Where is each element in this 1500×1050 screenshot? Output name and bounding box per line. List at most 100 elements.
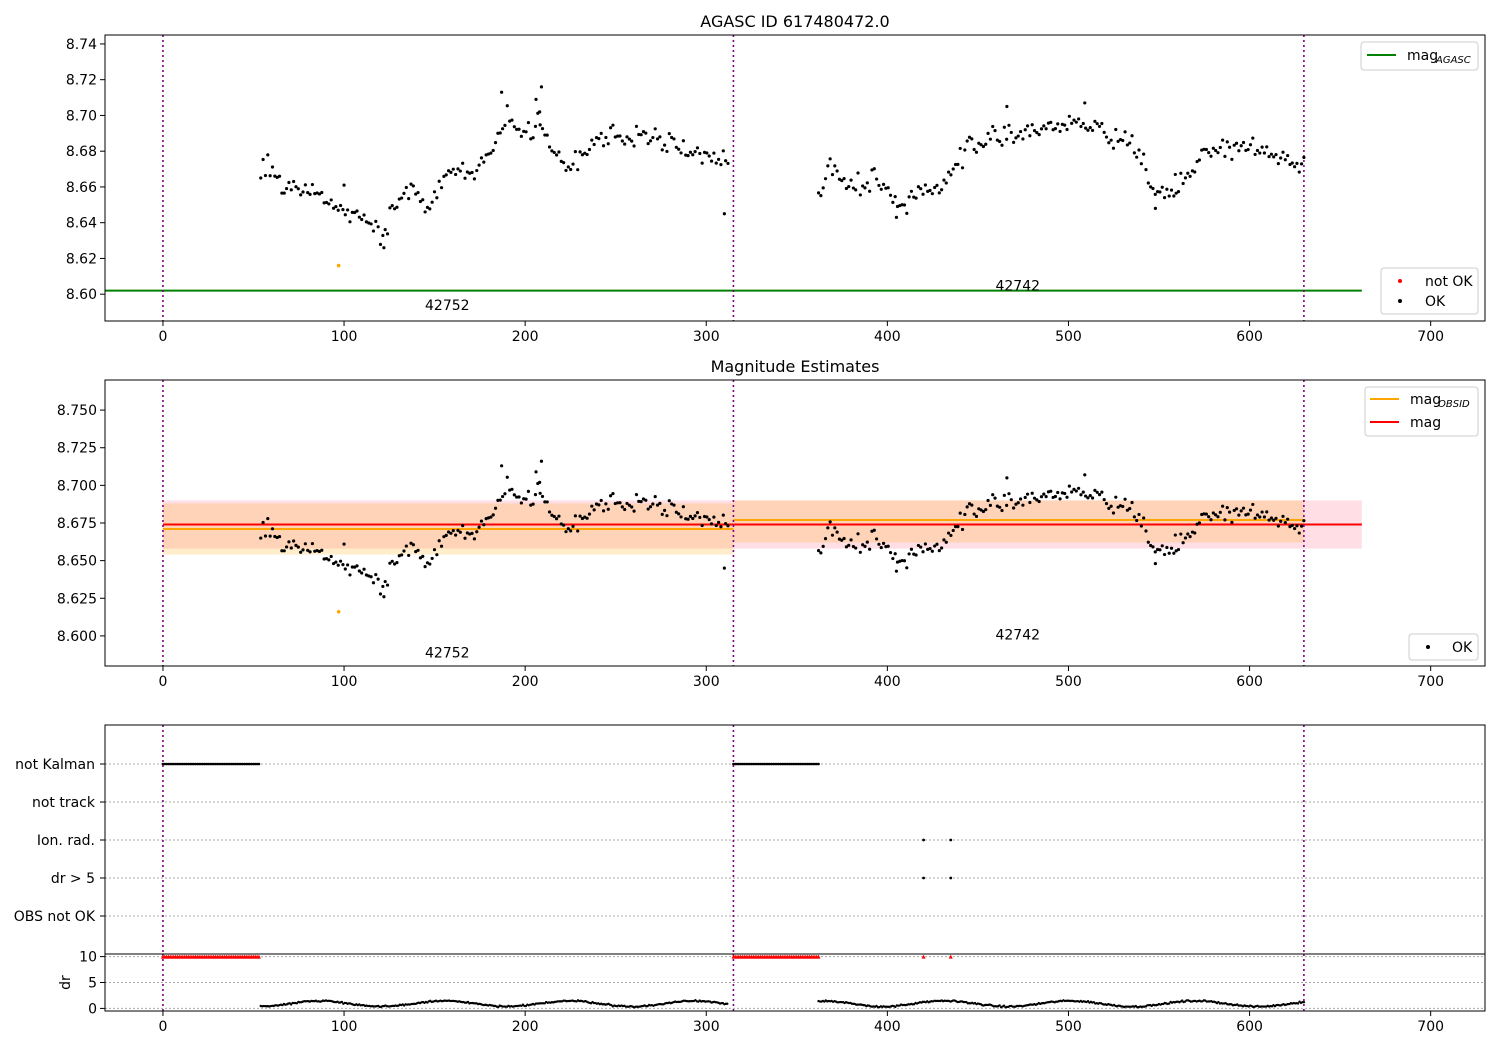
ok-point: [505, 104, 509, 108]
ok-point: [928, 547, 932, 551]
ok-point: [308, 550, 312, 554]
ok-point: [1002, 493, 1006, 497]
ok-point: [381, 584, 385, 589]
ok-point: [1039, 495, 1044, 499]
ok-point: [503, 123, 507, 128]
ok-point: [355, 564, 359, 568]
ok-point: [1207, 515, 1211, 519]
ok-point: [863, 186, 867, 190]
ok-point: [470, 170, 474, 175]
ok-point: [648, 505, 653, 509]
y-tick-label: 8.70: [66, 108, 97, 124]
ok-point: [1183, 176, 1188, 180]
ok-point: [900, 203, 904, 207]
ok-point: [655, 137, 660, 141]
ok-point: [877, 542, 881, 546]
ok-point: [263, 173, 268, 178]
ok-point: [1193, 170, 1197, 174]
ok-point: [531, 136, 535, 140]
ok-point: [946, 170, 951, 174]
ok-point: [1265, 145, 1269, 149]
ok-point: [1042, 492, 1046, 496]
ok-point: [1248, 508, 1253, 512]
dr-capped-point: [921, 954, 926, 959]
ok-point: [343, 567, 347, 571]
ok-point: [1151, 186, 1155, 191]
ok-point: [1173, 533, 1177, 537]
legend-lower: [1380, 267, 1479, 315]
ok-point: [707, 517, 711, 522]
x-tick-label: 200: [512, 1019, 539, 1035]
ok-point: [282, 191, 286, 195]
ok-point: [287, 540, 291, 544]
flag-point-not-kalman: [809, 762, 813, 766]
ok-point: [533, 124, 538, 129]
ok-point: [1258, 151, 1262, 155]
ok-point: [616, 134, 620, 138]
flag-point-ion-rad: [949, 838, 953, 842]
ok-point: [578, 514, 582, 518]
ok-point: [1204, 147, 1208, 152]
ok-point: [1211, 511, 1215, 515]
flag-point-not-kalman: [176, 762, 179, 766]
legend-marker-not-ok: [1398, 279, 1402, 283]
ok-point: [1053, 494, 1058, 499]
ok-point: [1130, 500, 1134, 505]
ok-point: [1286, 153, 1290, 158]
ok-point: [972, 147, 976, 152]
flag-point-not-kalman: [806, 762, 809, 766]
flag-point-not-kalman: [163, 762, 167, 766]
ok-point: [444, 173, 448, 177]
x-tick-label: 500: [1055, 674, 1082, 690]
flag-point-not-kalman: [170, 762, 174, 766]
ok-point: [1234, 507, 1239, 511]
ok-point: [1009, 498, 1013, 502]
ok-point: [960, 166, 965, 170]
ok-point: [1167, 551, 1171, 555]
ok-point: [1281, 514, 1285, 518]
ok-point: [916, 543, 921, 548]
ok-point: [844, 545, 849, 549]
ok-point: [534, 97, 538, 101]
ok-point: [1107, 506, 1111, 510]
ok-point: [688, 150, 693, 154]
ok-point: [1279, 519, 1283, 523]
ok-point: [543, 500, 547, 504]
ok-point: [965, 505, 969, 509]
ok-point: [1227, 145, 1232, 149]
ok-point: [477, 163, 481, 167]
ok-point: [557, 514, 561, 518]
ok-point: [299, 550, 303, 554]
ok-point: [292, 539, 296, 543]
ok-point: [886, 544, 890, 548]
ok-point: [891, 556, 895, 561]
ok-point: [458, 530, 462, 534]
flag-point-not-kalman: [762, 762, 766, 766]
ok-point: [967, 135, 972, 139]
flag-point-not-kalman: [234, 762, 237, 766]
flag-point-not-kalman: [219, 762, 223, 766]
ok-point: [1023, 495, 1027, 500]
ok-point: [1005, 503, 1009, 508]
ok-point: [1035, 131, 1039, 135]
ok-point: [482, 160, 486, 164]
ok-point: [837, 177, 842, 181]
ok-point: [1267, 518, 1271, 522]
ok-point: [1100, 490, 1104, 494]
flag-point-not-kalman: [800, 762, 804, 766]
flag-point-not-kalman: [244, 762, 248, 766]
ok-point: [632, 509, 636, 513]
ok-point: [991, 124, 995, 129]
ok-point: [688, 514, 693, 518]
ok-point: [958, 511, 962, 515]
flag-row-label: dr > 5: [51, 871, 95, 887]
ok-point: [988, 137, 992, 141]
dr-point: [998, 1004, 1001, 1007]
ok-point: [914, 196, 918, 200]
flag-point-not-kalman: [181, 762, 185, 766]
ok-point: [1016, 134, 1020, 138]
ok-point: [949, 173, 953, 177]
ok-point: [660, 512, 664, 516]
dr-point: [340, 1000, 344, 1004]
ok-point: [444, 533, 448, 538]
